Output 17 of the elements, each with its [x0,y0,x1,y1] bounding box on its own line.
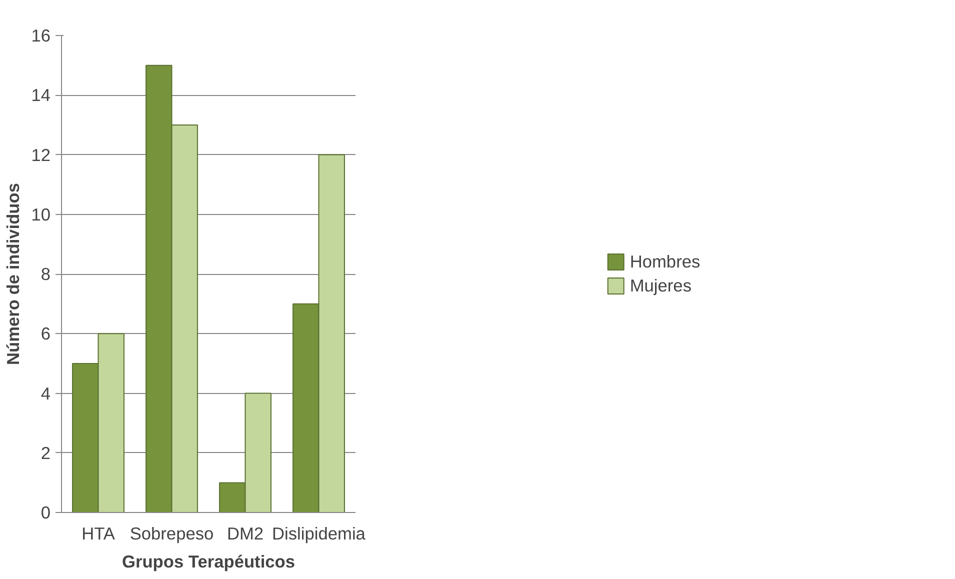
legend-label: Hombres [630,251,700,272]
y-tick-label: 2 [40,442,51,463]
y-tick-label: 14 [31,85,51,106]
y-axis-title: Número de individuos [3,183,24,365]
y-tick-label: 12 [31,144,51,165]
y-tick-label: 10 [31,204,51,224]
y-tick-label: 6 [40,324,51,344]
y-tick-label: 0 [40,502,51,522]
legend-label: Mujeres [630,275,692,296]
x-tick-label: Dislipidemia [272,524,366,544]
y-tick-label: 8 [40,264,51,284]
x-axis-title: Grupos Terapéuticos [122,552,296,572]
y-tick-label: 16 [31,26,51,46]
x-tick-label: Sobrepeso [130,524,214,544]
x-tick-label: HTA [82,524,116,544]
y-tick-label: 4 [40,383,51,404]
x-tick-label: DM2 [226,524,264,544]
